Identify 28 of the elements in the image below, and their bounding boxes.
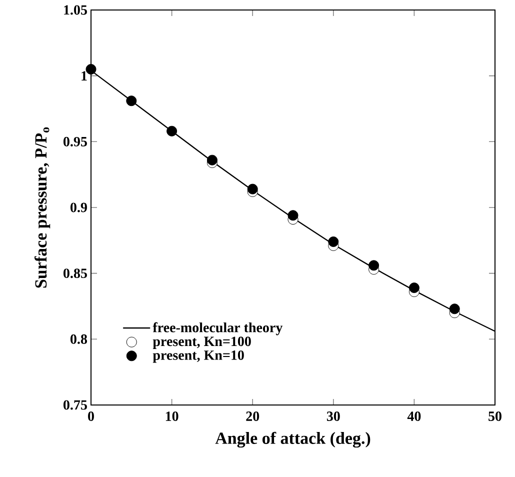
x-tick-label: 50 — [488, 412, 502, 421]
point — [166, 126, 178, 136]
y-tick-label: 0.85 — [64, 268, 87, 278]
legend-label: present, Kn=10 — [152, 350, 244, 363]
point — [206, 154, 218, 166]
y-tick-label: 1.05 — [64, 5, 87, 15]
point — [86, 64, 96, 74]
x-tick-label: 20 — [246, 412, 260, 421]
x-tick-label: 0 — [88, 412, 94, 421]
x-tick-label: 10 — [166, 412, 178, 421]
point — [288, 210, 298, 221]
legend-label: present, Kn=100 — [152, 336, 251, 349]
point — [449, 304, 460, 314]
y-tick-label: 0.8 — [70, 334, 88, 344]
y-tick-label: 0.9 — [70, 202, 87, 212]
point — [328, 236, 339, 247]
y-tick-label: 0.95 — [64, 136, 87, 146]
x-axis-title: Angle of attack (deg.) — [215, 432, 370, 448]
point — [368, 260, 380, 271]
legend-label: free-molecular theory — [152, 322, 283, 336]
point — [126, 96, 137, 106]
point — [247, 184, 258, 194]
y-axis-title: Surface pressure, P/P$_{o}$ — [34, 127, 50, 288]
y-tick-label: 1 — [82, 71, 87, 80]
y-tick-label: 0.75 — [64, 400, 87, 410]
x-tick-label: 40 — [407, 412, 421, 421]
point — [408, 282, 420, 294]
x-tick-label: 30 — [326, 412, 340, 421]
